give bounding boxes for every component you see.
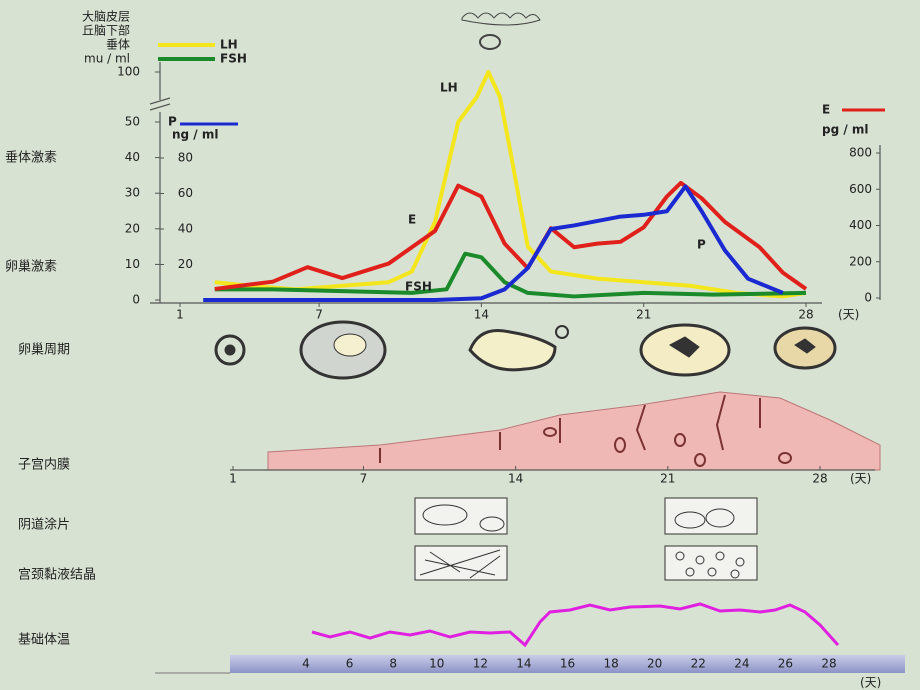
header-hypothalamus: 丘脑下部 xyxy=(82,23,130,38)
left-label-top: 垂体激素 xyxy=(5,151,57,166)
curve-annotation: FSH xyxy=(405,280,432,294)
endometrium-tick-label: 7 xyxy=(360,472,368,486)
legend-label: LH xyxy=(220,38,238,52)
p-tick-label: 80 xyxy=(178,151,193,165)
bbt-tick-label: 6 xyxy=(346,657,354,671)
endometrium-label: 子宫内膜 xyxy=(18,457,70,473)
bbt-tick-label: 24 xyxy=(734,657,749,671)
x-tick-label: 7 xyxy=(315,308,323,322)
smear-images xyxy=(414,497,758,581)
ovary-label: 卵巢周期 xyxy=(18,343,70,358)
left-tick-label: 30 xyxy=(125,186,140,200)
axis-break xyxy=(149,97,171,111)
hormone-curve xyxy=(203,184,784,302)
e-tick-label: 400 xyxy=(849,218,872,232)
p-axis-name: P xyxy=(168,115,177,129)
endometrium-unit: (天) xyxy=(850,472,871,486)
axis-lines xyxy=(150,62,881,304)
bbt-tick-label: 14 xyxy=(516,657,531,671)
bbt-tick-label: 22 xyxy=(691,657,706,671)
smear-label: 阴道涂片 xyxy=(18,517,70,533)
bbt-tick-label: 4 xyxy=(302,657,310,671)
p-tick-label: 20 xyxy=(178,257,193,271)
bbt-tick-label: 10 xyxy=(429,657,444,671)
e-tick-label: 0 xyxy=(864,291,872,305)
legend-label: FSH xyxy=(220,52,247,66)
bbt-tick-label: 20 xyxy=(647,657,662,671)
bbt-strip xyxy=(230,655,905,673)
bbt-tick-label: 28 xyxy=(821,657,836,671)
bbt-label: 基础体温 xyxy=(18,633,70,648)
bbt-tick-label: 8 xyxy=(389,657,397,671)
left-tick-label: 100 xyxy=(117,65,140,79)
curve-annotation: E xyxy=(408,213,416,227)
p-tick-label: 60 xyxy=(178,186,193,200)
left-tick-label: 10 xyxy=(125,257,140,271)
bbt-tick-label: 12 xyxy=(473,657,488,671)
hormone-curve xyxy=(214,70,807,299)
x-tick-label: 14 xyxy=(474,308,489,322)
p-tick-label: 40 xyxy=(178,222,193,236)
endometrium-tick-label: 28 xyxy=(812,472,827,486)
bbt-unit: (天) xyxy=(860,676,881,690)
endometrium-tick-label: 14 xyxy=(508,472,523,486)
p-axis-unit: ng / ml xyxy=(172,128,219,142)
bbt-tick-label: 26 xyxy=(778,657,793,671)
left-tick-label: 50 xyxy=(125,115,140,129)
endometrium-glands xyxy=(379,394,792,467)
x-tick-label: 1 xyxy=(176,308,184,322)
e-axis-name: E xyxy=(822,103,830,117)
e-axis-unit: pg / ml xyxy=(822,123,869,137)
left-tick-label: 0 xyxy=(132,293,140,307)
x-tick-label: 21 xyxy=(636,308,651,322)
pituitary-sketch xyxy=(479,34,501,50)
endometrium-tick-label: 1 xyxy=(229,472,237,486)
x-unit: (天) xyxy=(838,308,859,322)
bbt-tick-label: 18 xyxy=(603,657,618,671)
left-tick-label: 20 xyxy=(125,221,140,235)
bbt-curve xyxy=(311,602,840,648)
left-unit: mu / ml xyxy=(84,52,130,66)
header-pituitary: 垂体 xyxy=(106,38,130,52)
hormone-curve xyxy=(214,251,807,299)
header-brain: 大脑皮层 xyxy=(82,10,130,24)
brain-sketch xyxy=(461,12,541,26)
curve-annotation: P xyxy=(697,238,706,252)
e-tick-label: 800 xyxy=(849,146,872,160)
e-tick-label: 600 xyxy=(849,182,872,196)
x-tick-label: 28 xyxy=(798,308,813,322)
e-tick-label: 200 xyxy=(849,254,872,268)
curve-annotation: LH xyxy=(440,81,458,95)
left-tick-label: 40 xyxy=(125,150,140,164)
mucus-label: 宫颈黏液结晶 xyxy=(18,567,96,583)
endometrium-tick-label: 21 xyxy=(660,472,675,486)
endometrium-layer xyxy=(267,391,881,471)
ovary-sketches xyxy=(214,320,837,380)
left-label-bottom: 卵巢激素 xyxy=(5,260,57,275)
bbt-tick-label: 16 xyxy=(560,657,575,671)
